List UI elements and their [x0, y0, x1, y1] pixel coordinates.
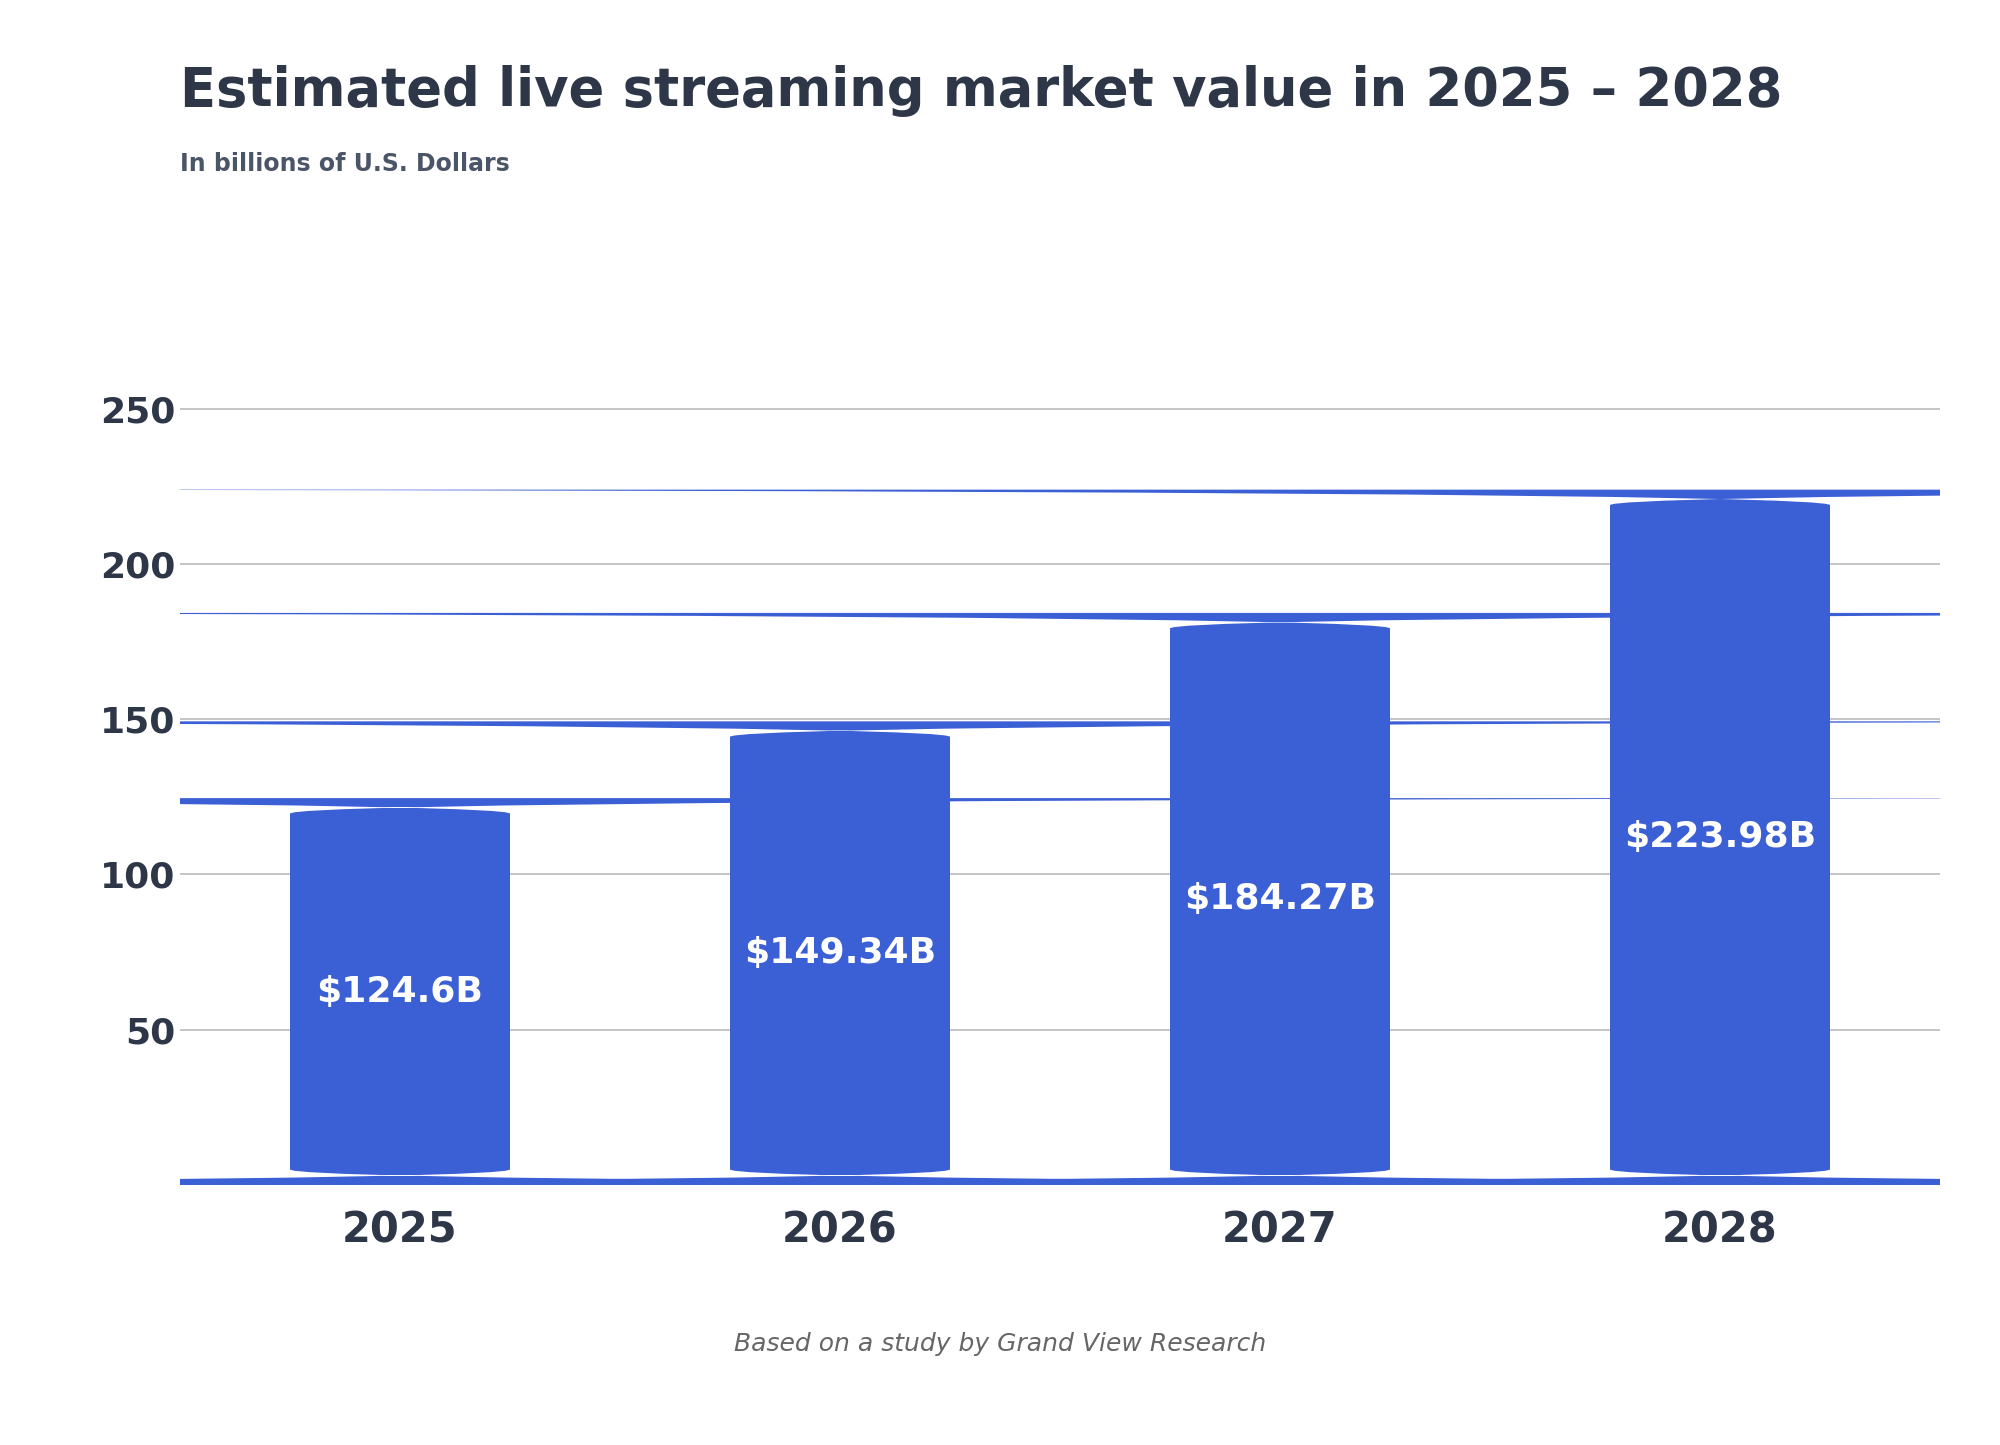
Text: $184.27B: $184.27B — [1184, 881, 1376, 916]
Text: Based on a study by Grand View Research: Based on a study by Grand View Research — [734, 1332, 1266, 1355]
Text: In billions of U.S. Dollars: In billions of U.S. Dollars — [180, 152, 510, 176]
Text: Estimated live streaming market value in 2025 – 2028: Estimated live streaming market value in… — [180, 65, 1782, 117]
FancyBboxPatch shape — [0, 490, 2000, 1185]
Text: $124.6B: $124.6B — [316, 974, 484, 1009]
Text: $149.34B: $149.34B — [744, 936, 936, 970]
FancyBboxPatch shape — [0, 721, 2000, 1185]
FancyBboxPatch shape — [0, 798, 2000, 1185]
FancyBboxPatch shape — [0, 613, 2000, 1185]
Text: $223.98B: $223.98B — [1624, 821, 1816, 854]
